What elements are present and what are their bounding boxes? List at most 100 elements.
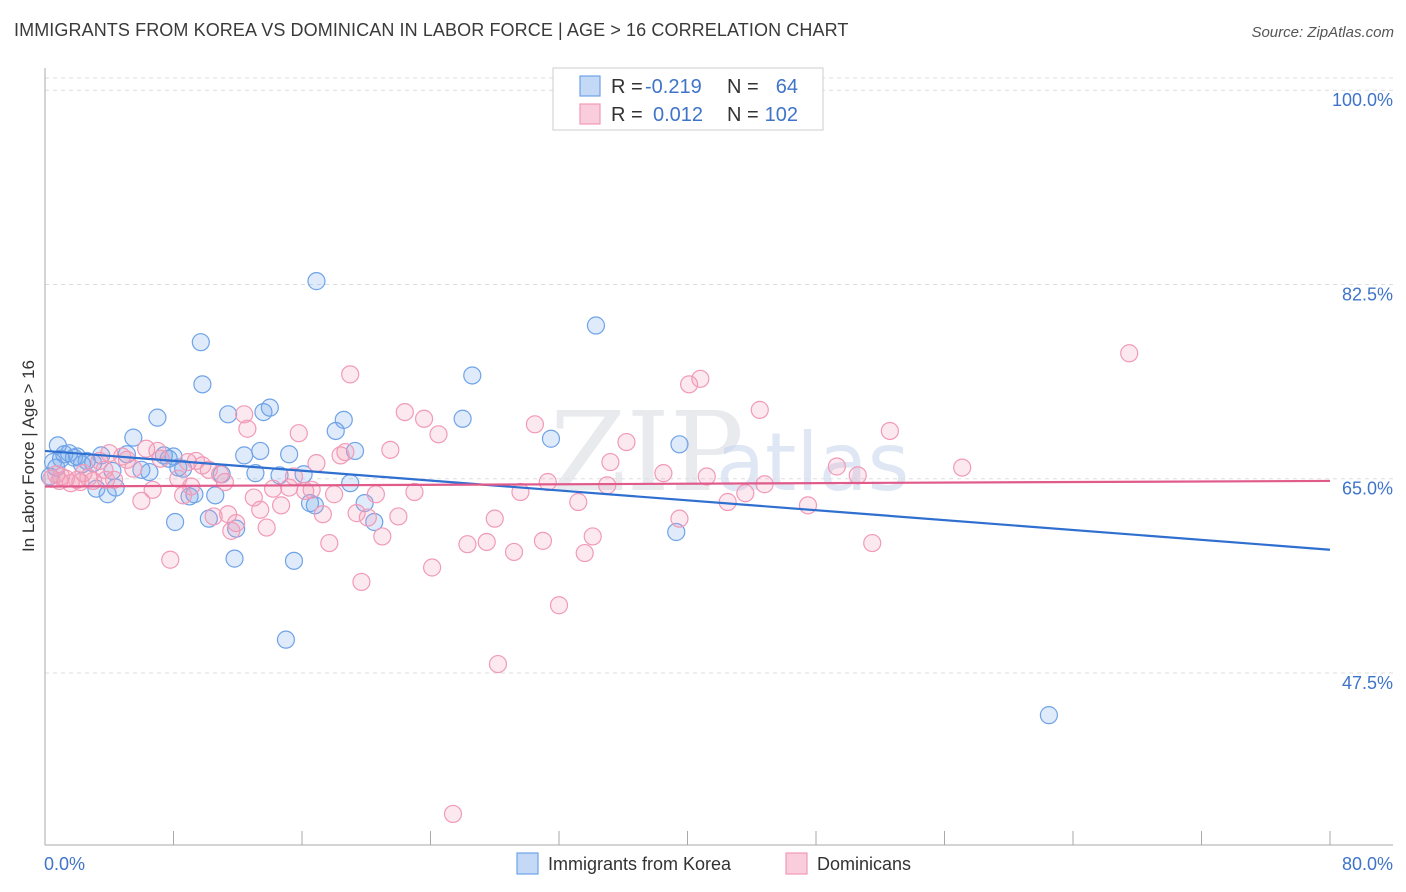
y-tick-label: 47.5%: [1342, 673, 1393, 693]
bottom-legend-dominican-label: Dominicans: [817, 854, 911, 874]
dominican-point: [458, 535, 477, 554]
dominican-point: [381, 440, 400, 459]
dominican-point: [68, 470, 87, 489]
dominican-point: [235, 405, 254, 424]
dominican-point: [750, 400, 769, 419]
korea-point: [541, 429, 561, 448]
dominican-point: [132, 491, 151, 510]
dominican-point: [848, 466, 867, 485]
dominican-point: [691, 369, 710, 388]
dominican-point: [137, 439, 156, 458]
dominican-point: [257, 518, 276, 537]
stats-legend: R = -0.219 N = 64 R = 0.012 N = 102: [552, 67, 824, 131]
dominican-point: [263, 479, 283, 498]
dominican-point: [307, 454, 326, 473]
dominican-point: [504, 542, 524, 562]
korea-point: [225, 549, 244, 568]
dominican-point: [341, 365, 360, 384]
korea-point: [193, 375, 212, 394]
korea-point: [670, 435, 689, 454]
legend-korea-n-value: 64: [776, 76, 798, 98]
dominican-point: [414, 409, 434, 428]
korea-point: [284, 551, 304, 570]
dominican-point: [423, 558, 442, 577]
dominican-point: [71, 472, 90, 492]
trend-line-korea: [44, 449, 1331, 551]
dominican-point: [272, 496, 291, 515]
dominican-point: [96, 470, 116, 489]
legend-dominican-r-label: R =: [611, 104, 643, 126]
korea-point: [463, 366, 482, 385]
legend-dominican-n-label: N =: [727, 104, 759, 126]
korea-point: [148, 408, 167, 427]
x-tick-label-min: 0.0%: [44, 854, 85, 874]
bottom-legend-korea-label: Immigrants from Korea: [548, 854, 732, 874]
dominican-point: [289, 424, 308, 443]
dominican-point: [302, 480, 321, 499]
dominican-point: [352, 572, 371, 592]
dominican-point: [617, 432, 636, 452]
korea-point: [276, 630, 296, 649]
dominican-point: [880, 421, 899, 441]
korea-point: [334, 410, 353, 429]
korea-point: [280, 445, 299, 464]
korea-point: [235, 446, 254, 465]
dominican-point: [336, 442, 355, 462]
korea-point: [307, 272, 326, 291]
dominican-point: [143, 480, 162, 499]
korea-point: [251, 441, 270, 461]
korea-point: [667, 522, 686, 542]
dominican-point: [50, 471, 69, 491]
dominican-point: [697, 467, 716, 486]
dominican-point: [199, 460, 218, 479]
series-korea-points: [40, 272, 1059, 725]
korea-point: [191, 333, 210, 352]
dominican-point: [124, 459, 143, 478]
korea-point: [1039, 706, 1059, 725]
dominican-point: [373, 527, 392, 546]
dominican-point: [953, 458, 972, 477]
dominican-point: [583, 527, 602, 546]
dominican-point: [251, 500, 270, 519]
dominican-point: [161, 550, 180, 569]
dominican-point: [347, 504, 366, 523]
x-tick-label-max: 80.0%: [1342, 854, 1393, 874]
dominican-point: [598, 476, 617, 495]
dominican-point: [533, 531, 553, 550]
dominican-point: [798, 496, 818, 515]
legend-korea-n-label: N =: [727, 76, 759, 98]
dominican-point: [389, 507, 408, 526]
dominican-point: [331, 446, 350, 465]
dominican-point: [1120, 344, 1139, 363]
dominican-point: [366, 485, 385, 504]
dominican-point: [320, 533, 339, 553]
dominican-point: [227, 513, 246, 533]
trend-line-dominican: [44, 479, 1331, 488]
series-dominican-points: [42, 344, 1139, 824]
y-tick-label: 82.5%: [1342, 284, 1393, 304]
legend-korea-r-value: -0.219: [645, 76, 702, 98]
y-axis-label: In Labor Force | Age > 16: [19, 360, 38, 552]
y-tick-label: 100.0%: [1332, 90, 1393, 110]
y-tick-labels: 47.5% 65.0% 82.5% 100.0%: [1332, 90, 1393, 693]
dominican-point: [215, 472, 234, 492]
x-ticks: [44, 831, 1331, 845]
legend-dominican-n-value: 102: [765, 104, 798, 126]
dominican-point: [90, 451, 109, 471]
gridlines: [45, 77, 1393, 674]
dominican-point: [405, 482, 424, 502]
korea-point: [260, 398, 279, 417]
chart-source: Source: ZipAtlas.com: [1251, 24, 1394, 41]
korea-point: [219, 405, 238, 424]
dominican-point: [204, 507, 223, 526]
dominican-point: [863, 533, 882, 553]
korea-point: [246, 464, 265, 483]
dominican-point: [670, 509, 689, 528]
dominican-point: [654, 464, 673, 483]
bottom-legend-swatch-dominican: [785, 852, 808, 875]
korea-point: [341, 474, 360, 493]
korea-point: [453, 409, 472, 428]
korea-point: [586, 316, 606, 335]
bottom-legend-swatch-korea: [516, 852, 539, 875]
